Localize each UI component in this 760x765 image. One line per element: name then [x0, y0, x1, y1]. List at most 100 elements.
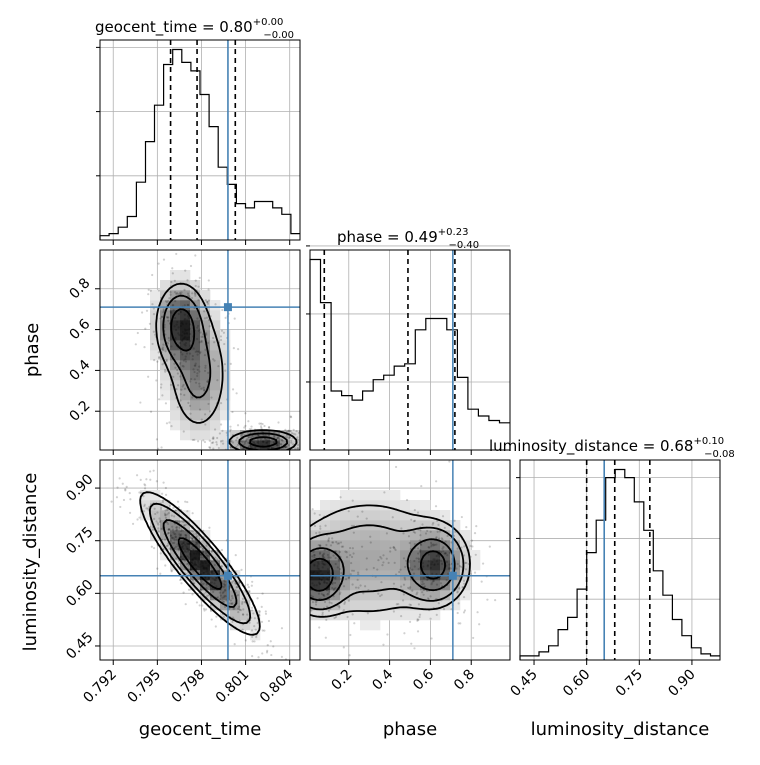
sample-point — [180, 388, 183, 391]
density-cell — [320, 600, 331, 611]
sample-point — [189, 332, 192, 336]
sample-point — [193, 552, 196, 555]
sample-point — [387, 561, 390, 565]
sample-point — [253, 640, 256, 643]
sample-point — [488, 545, 491, 548]
sample-point — [268, 514, 270, 516]
sample-point — [231, 441, 235, 444]
sample-point — [204, 423, 207, 426]
sample-point — [407, 586, 410, 589]
density-cell — [370, 510, 381, 521]
sample-point — [333, 616, 336, 620]
sample-point — [272, 454, 274, 456]
sample-point — [295, 429, 298, 433]
sample-point — [168, 504, 172, 507]
sample-point — [317, 543, 320, 547]
sample-point — [339, 577, 343, 581]
density-cell — [210, 560, 221, 571]
sample-point — [165, 301, 169, 304]
sample-point — [322, 563, 326, 566]
sample-point — [300, 570, 302, 572]
density-cell — [230, 580, 241, 591]
sample-point — [185, 562, 189, 566]
sample-point — [197, 298, 200, 302]
sample-point — [240, 434, 243, 437]
sample-point — [200, 559, 203, 562]
sample-point — [207, 288, 210, 291]
sample-point — [208, 439, 211, 442]
sample-point — [435, 480, 438, 483]
sample-point — [193, 557, 196, 560]
density-cell — [440, 520, 451, 531]
density-cell — [160, 330, 171, 341]
x-tick-label: 0.8 — [451, 667, 478, 694]
sample-point — [293, 567, 295, 569]
density-cell — [390, 500, 401, 511]
density-cell — [150, 490, 161, 501]
density-cell — [250, 430, 261, 441]
sample-point — [416, 619, 419, 622]
sample-point — [296, 548, 298, 550]
sample-point — [206, 300, 209, 303]
sample-point — [221, 573, 224, 576]
sample-point — [210, 570, 213, 573]
sample-point — [207, 554, 210, 557]
sample-point — [185, 550, 188, 554]
sample-point — [224, 369, 227, 372]
sample-point — [249, 444, 252, 448]
density-cell — [390, 510, 401, 521]
density-cell — [370, 580, 381, 591]
sample-point — [270, 450, 272, 452]
sample-point — [373, 444, 375, 446]
sample-point — [473, 571, 477, 574]
sample-point — [417, 558, 421, 561]
sample-point — [199, 351, 202, 354]
sample-point — [345, 556, 349, 559]
sample-point — [296, 589, 298, 591]
density-cell — [170, 560, 181, 571]
x-tick-label: 0.6 — [410, 666, 437, 693]
sample-point — [159, 519, 162, 522]
sample-point — [307, 579, 309, 581]
density-cell — [330, 500, 341, 511]
sample-point — [179, 375, 182, 378]
sample-point — [250, 609, 254, 612]
sample-point — [412, 530, 415, 534]
sample-point — [221, 591, 224, 595]
sample-point — [238, 619, 241, 622]
density-cell — [150, 340, 161, 351]
sample-point — [307, 570, 309, 572]
density-cell — [380, 540, 391, 551]
density-cell — [330, 590, 341, 601]
sample-point — [212, 436, 215, 439]
sample-point — [188, 323, 192, 326]
sample-point — [198, 352, 202, 355]
sample-point — [311, 555, 314, 558]
density-cell — [320, 540, 331, 551]
sample-point — [261, 592, 264, 595]
sample-point — [480, 580, 483, 583]
sample-point — [195, 552, 198, 555]
sample-point — [316, 567, 319, 570]
sample-point — [475, 525, 478, 528]
sample-point — [198, 576, 201, 579]
sample-point — [449, 537, 453, 540]
sample-point — [179, 533, 183, 536]
sample-point — [173, 325, 176, 328]
sample-point — [161, 499, 165, 502]
sample-point — [269, 554, 271, 556]
sample-point — [380, 557, 383, 560]
sample-point — [321, 555, 325, 558]
sample-point — [301, 559, 303, 561]
sample-point — [417, 547, 420, 550]
sample-point — [473, 532, 477, 535]
sample-point — [151, 342, 154, 346]
sample-point — [304, 561, 306, 563]
density-cell — [220, 430, 231, 441]
sample-point — [223, 580, 226, 583]
sample-point — [259, 438, 262, 441]
sample-point — [140, 491, 143, 494]
density-cell — [150, 300, 161, 311]
density-cell — [170, 410, 181, 421]
sample-point — [149, 478, 152, 481]
